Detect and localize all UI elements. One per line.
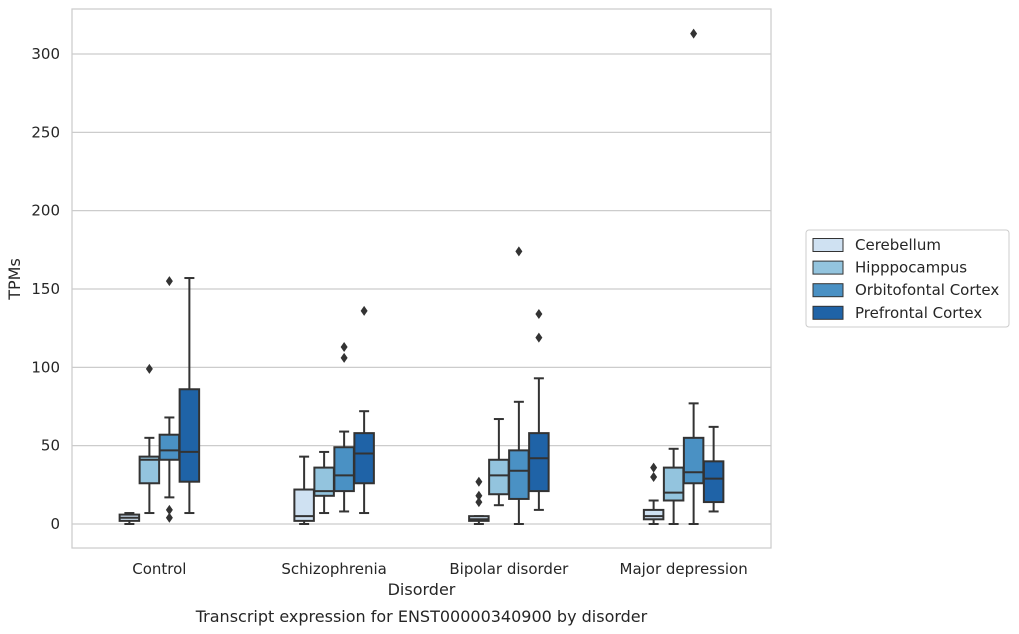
box-group [488,418,510,507]
box-iqr [293,488,315,522]
legend: Cerebellum Hipppocampus Orbitofontal Corte… [805,229,1010,328]
box-group [353,305,375,515]
box-iqr [488,458,510,496]
outlier-point [165,276,173,287]
outlier-point [535,309,543,320]
plot-area [71,8,772,549]
box-group [313,450,335,515]
outlier-point [690,28,698,39]
legend-frame [805,229,1010,328]
outlier-point [650,462,658,473]
outlier-point [515,246,523,257]
box-iqr [158,433,181,461]
outlier-point [535,332,543,343]
box-iqr [353,432,375,485]
box-group [468,476,490,525]
legend-item: Cerebellum [812,236,941,254]
y-tick-label: 300 [31,45,60,63]
box-group [702,425,725,513]
box-iqr [662,466,685,502]
y-axis-ticks: 0 50 100 150 200 250 300 [31,45,60,533]
box-group [682,28,705,525]
box-iqr [682,436,705,485]
outlier-point [650,471,658,482]
box-group [293,455,315,525]
box-group [118,512,141,525]
outlier-point [475,497,483,508]
outlier-point [340,352,348,363]
legend-label: Orbitofontal Cortex [855,281,999,299]
legend-label: Hipppocampus [855,259,967,277]
box-group [333,341,355,513]
y-tick-label: 250 [31,123,60,141]
y-tick-label: 50 [41,437,60,455]
plot-frame [71,8,772,549]
legend-label: Cerebellum [855,236,941,254]
outlier-point [475,476,483,487]
outlier-point [340,341,348,352]
box-group [138,363,161,515]
y-tick-label: 150 [31,280,60,298]
outlier-point [360,305,368,316]
x-tick-label: Bipolar disorder [449,560,569,578]
x-tick-label: Control [132,560,186,578]
box-group [178,277,201,515]
outlier-point [145,363,153,374]
legend-items: Cerebellum Hipppocampus Orbitofontal Corte… [812,236,999,322]
box-iqr [642,508,665,521]
box-group [642,462,665,525]
x-tick-label: Major depression [620,560,748,578]
box-iqr [138,455,161,485]
box-iqr [508,449,530,500]
y-tick-label: 200 [31,202,60,220]
y-tick-label: 0 [50,515,60,533]
boxes [118,28,725,525]
box-group [662,447,685,525]
legend-item: Prefrontal Cortex [812,304,982,322]
legend-swatch [812,283,844,298]
outlier-point [165,512,173,523]
legend-item: Orbitofontal Cortex [812,281,999,299]
box-iqr [702,460,725,504]
box-iqr [178,388,201,483]
outlier-point [165,504,173,515]
box-group [158,276,181,523]
legend-label: Prefrontal Cortex [855,304,982,322]
outlier-point [475,490,483,501]
x-axis-title: Disorder [388,580,456,599]
x-axis-ticks: Control Schizophrenia Bipolar disorder Majo… [132,560,747,578]
chart-caption: Transcript expression for ENST0000034090… [195,607,648,626]
legend-swatch [812,305,844,320]
y-axis-title: TPMs [5,258,24,301]
box-iqr [333,446,355,493]
box-iqr [528,432,550,493]
y-tick-label: 100 [31,358,60,376]
legend-swatch [812,238,844,252]
legend-item: Hipppocampus [812,259,967,277]
box-group [528,309,550,511]
box-group [508,246,530,525]
x-tick-label: Schizophrenia [281,560,386,578]
legend-swatch [812,260,844,275]
